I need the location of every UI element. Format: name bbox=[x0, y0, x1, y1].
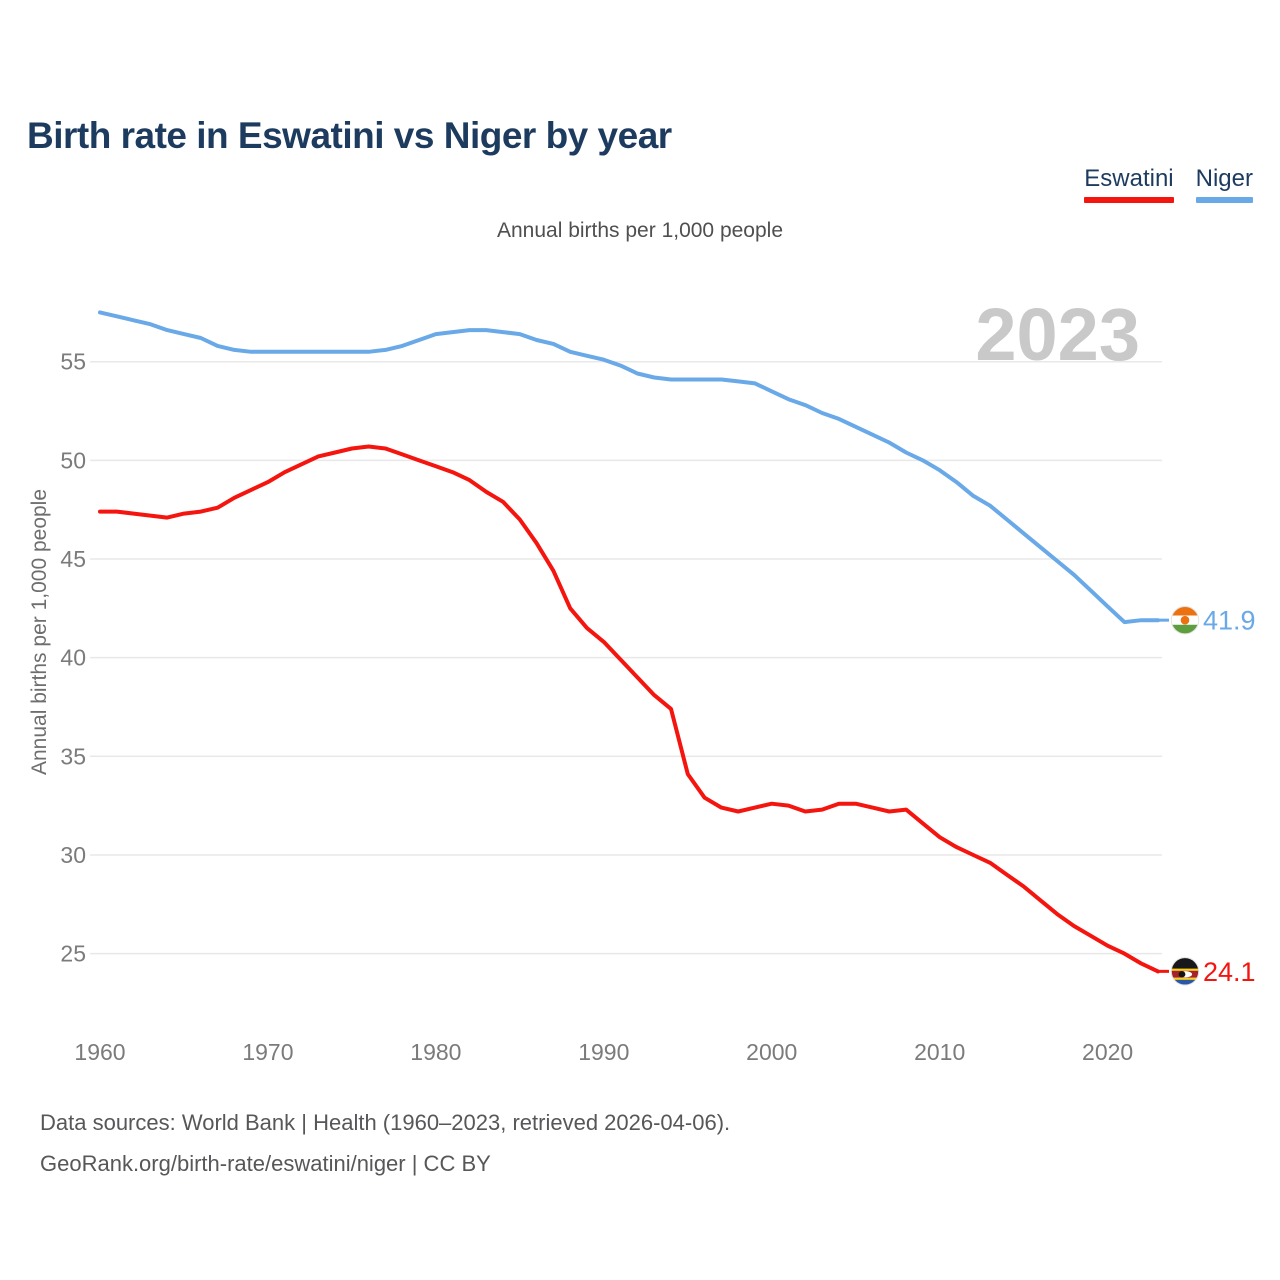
x-tick-1990: 1990 bbox=[578, 1039, 629, 1065]
watermark-year: 2023 bbox=[975, 293, 1140, 376]
y-tick-30: 30 bbox=[60, 842, 86, 868]
y-tick-35: 35 bbox=[60, 743, 86, 769]
legend-label-eswatini: Eswatini bbox=[1084, 165, 1174, 192]
chart-subtitle: Annual births per 1,000 people bbox=[496, 219, 784, 242]
x-tick-2010: 2010 bbox=[914, 1039, 965, 1065]
y-tick-40: 40 bbox=[60, 645, 86, 671]
legend-label-niger: Niger bbox=[1195, 165, 1253, 192]
line-chart: 25 30 35 40 45 50 55 2023 1960 1970 1980 1990 2000 20… bbox=[28, 293, 1256, 1065]
y-tick-55: 55 bbox=[60, 349, 86, 375]
x-tick-2020: 2020 bbox=[1082, 1039, 1133, 1065]
end-value-label-eswatini: 24.1 bbox=[1203, 957, 1256, 987]
chart-footer: Data sources: World Bank | Health (1960–… bbox=[40, 1102, 730, 1184]
legend-underline-eswatini bbox=[1084, 197, 1174, 203]
x-tick-2000: 2000 bbox=[746, 1039, 797, 1065]
y-tick-25: 25 bbox=[60, 941, 86, 967]
end-value-label-niger: 41.9 bbox=[1203, 606, 1256, 636]
chart-legend: Eswatini Niger bbox=[1084, 165, 1253, 203]
x-tick-1960: 1960 bbox=[74, 1039, 125, 1065]
footer-attribution[interactable]: GeoRank.org/birth-rate/eswatini/niger | … bbox=[40, 1151, 491, 1176]
niger-flag-border bbox=[1170, 605, 1200, 635]
eswatini-flag-icon bbox=[1171, 957, 1199, 986]
x-tick-1970: 1970 bbox=[242, 1039, 293, 1065]
y-axis-label: Annual births per 1,000 people bbox=[28, 489, 51, 775]
x-tick-1980: 1980 bbox=[410, 1039, 461, 1065]
legend-item-niger[interactable]: Niger bbox=[1195, 165, 1253, 203]
line-eswatini bbox=[98, 444, 1160, 974]
eswatini-flag-border bbox=[1170, 957, 1200, 986]
niger-flag-icon bbox=[1171, 606, 1199, 635]
y-tick-45: 45 bbox=[60, 546, 86, 572]
page-title: Birth rate in Eswatini vs Niger by year bbox=[27, 114, 672, 156]
legend-item-eswatini[interactable]: Eswatini bbox=[1084, 165, 1174, 203]
chart-area: 25 30 35 40 45 50 55 2023 1960 1970 1980 1990 2000 20… bbox=[0, 260, 1280, 1080]
footer-sources: Data sources: World Bank | Health (1960–… bbox=[40, 1110, 731, 1135]
legend-underline-niger bbox=[1195, 197, 1253, 203]
line-niger bbox=[98, 310, 1160, 625]
y-tick-50: 50 bbox=[60, 447, 86, 473]
